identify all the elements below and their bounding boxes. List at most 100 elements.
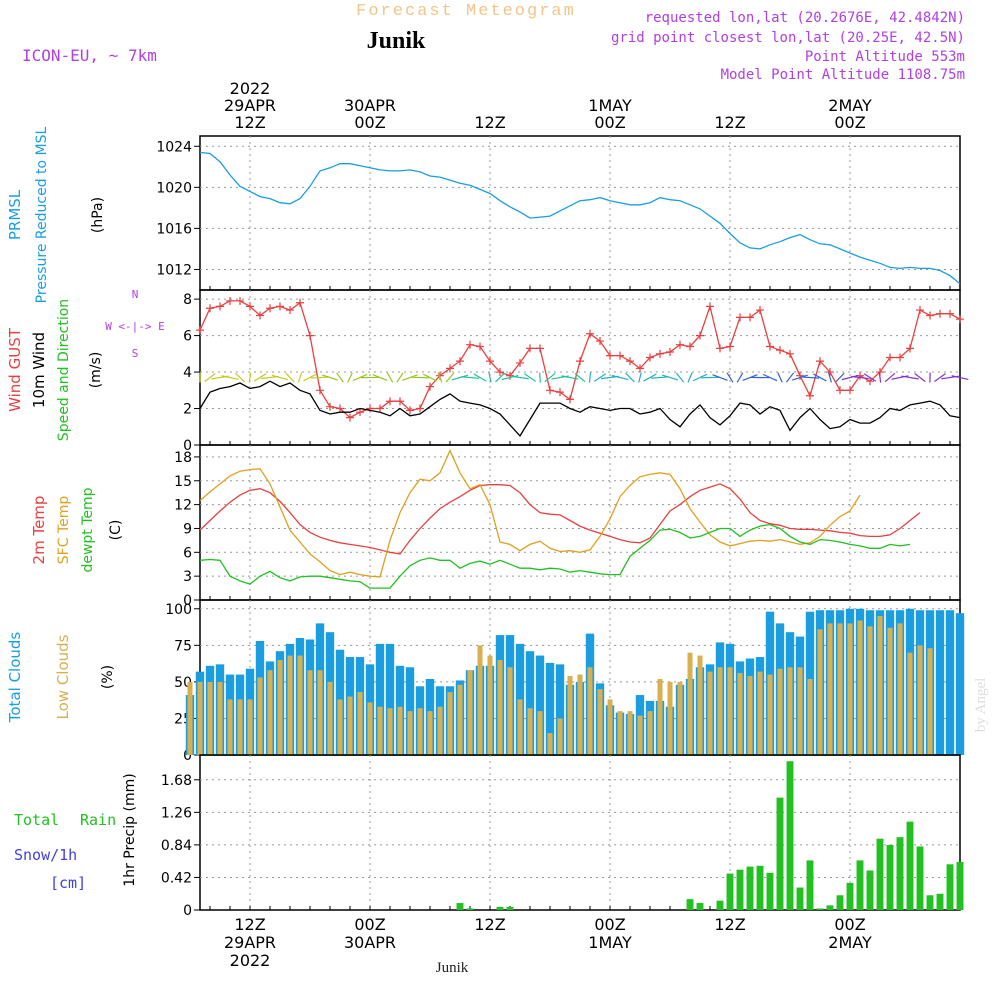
gust-marker [406, 406, 414, 415]
gust-marker [636, 364, 644, 373]
time-label-top: 30APR [344, 96, 396, 115]
wind-direction-arrow [253, 373, 267, 382]
bar-low-clouds [827, 623, 833, 755]
y-tick-label: 6 [183, 545, 192, 561]
bar-low-clouds [337, 699, 343, 755]
gust-marker [666, 348, 674, 356]
precip-snow-unit: [cm] [50, 874, 86, 892]
clouds-total-label: Total Clouds [6, 632, 24, 724]
bar-low-clouds [697, 655, 703, 755]
time-label-bottom: 00Z [594, 915, 625, 934]
bar-low-clouds [467, 670, 473, 755]
wind-direction-arrow [675, 372, 685, 383]
gust-marker [546, 386, 554, 395]
bar-low-clouds [317, 670, 323, 755]
bar-low-clouds [417, 708, 423, 755]
bar-low-clouds [597, 689, 603, 755]
gust-marker [416, 404, 424, 413]
gust-marker [916, 306, 924, 315]
gust-marker [306, 331, 314, 340]
wind-direction-arrow [687, 372, 693, 383]
wind-direction-arrow [297, 372, 303, 383]
bar-rain [466, 908, 474, 910]
bar-low-clouds [717, 667, 723, 755]
gust-marker [296, 298, 304, 307]
wind-direction-arrow [410, 376, 430, 379]
gust-marker [386, 397, 394, 406]
pressure-unit: (hPa) [90, 197, 106, 233]
gust-marker [196, 326, 204, 335]
gust-marker [566, 395, 574, 404]
y-tick-label: 1024 [156, 139, 192, 155]
bar-rain [906, 821, 914, 910]
gust-marker [256, 311, 264, 320]
precip-unit: 1hr Precip (mm) [122, 773, 138, 886]
bar-low-clouds [567, 676, 573, 755]
wind-direction-arrow [248, 372, 252, 383]
bar-low-clouds [207, 681, 213, 755]
series-line-2m-temp [199, 483, 921, 555]
bar-low-clouds [757, 671, 763, 755]
bar-low-clouds [407, 711, 413, 755]
wind-direction-arrow [638, 372, 642, 383]
wind-direction-arrow [501, 374, 519, 381]
gust-marker [956, 315, 964, 324]
gust-marker [446, 364, 454, 373]
bar-low-clouds [927, 648, 933, 755]
bar-rain [936, 893, 944, 910]
gust-marker [266, 304, 274, 313]
y-tick-label: 4 [183, 365, 192, 381]
series-line-sfc-temp [199, 449, 861, 578]
gust-marker [576, 357, 584, 366]
bar-total-clouds [385, 643, 395, 755]
wind-direction-arrow [461, 376, 479, 379]
bar-low-clouds [257, 677, 263, 755]
bar-low-clouds [707, 671, 713, 755]
bar-low-clouds [397, 706, 403, 755]
wind-direction-arrow [792, 374, 808, 381]
series-line-pressure [199, 151, 961, 285]
wind-direction-arrow [777, 372, 783, 383]
gust-marker [466, 340, 474, 349]
y-tick-label: 15 [174, 474, 192, 490]
series-line-dewpt-temp [199, 523, 911, 589]
panel-precipitation: 0 0.42 0.84 1.26 1.68 [161, 754, 964, 919]
time-label-bottom: 00Z [834, 915, 865, 934]
wind-direction-arrow [285, 372, 295, 383]
wind-direction-arrow [692, 373, 708, 382]
gust-marker [886, 353, 894, 362]
bar-rain [696, 903, 704, 910]
gust-marker [366, 404, 374, 413]
wind-direction-arrow [386, 372, 394, 383]
clouds-unit: (%) [100, 665, 116, 689]
gust-marker [586, 329, 594, 338]
wind-direction-arrow [786, 372, 794, 383]
gust-marker [316, 386, 324, 395]
wind-direction-arrow [884, 372, 896, 383]
gust-marker [906, 344, 914, 353]
wind-direction-arrow [863, 373, 877, 382]
bar-low-clouds [357, 692, 363, 755]
wind-direction-arrow [372, 374, 388, 382]
wind-direction-arrow [851, 375, 869, 380]
wind-10m-label: 10m Wind [30, 332, 48, 408]
bar-total-clouds [535, 655, 545, 755]
wind-direction-arrow [488, 372, 492, 383]
watermark: by Angel [973, 678, 989, 733]
y-tick-label: 0 [183, 903, 192, 919]
y-tick-label: 1.26 [161, 805, 192, 821]
bar-low-clouds [767, 674, 773, 755]
bar-low-clouds [527, 708, 533, 755]
time-label-bottom: 30APR [344, 933, 396, 952]
wind-direction-arrow [473, 373, 487, 382]
bar-low-clouds [917, 645, 923, 755]
gust-marker [936, 309, 944, 318]
bar-rain [816, 908, 824, 910]
y-tick-label: 0 [183, 438, 192, 454]
gust-marker [286, 306, 294, 315]
y-tick-label: 1012 [156, 262, 192, 278]
wind-direction-arrow [651, 376, 669, 379]
clouds-low-label: Low Clouds [54, 634, 72, 719]
